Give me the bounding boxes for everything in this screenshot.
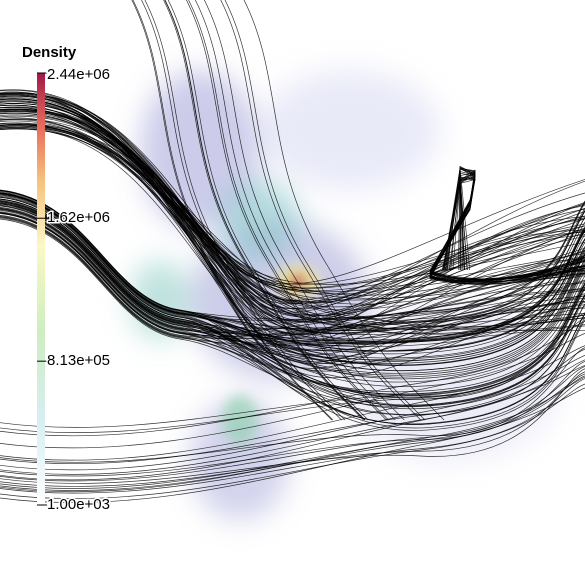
colorbar-tick-label: 1.62e+06 [47, 209, 110, 226]
colorbar-tick-label: 1.00e+03 [47, 496, 110, 513]
render-view: Density 2.44e+06 1.62e+06 8.13e+05 1.00e+03 [0, 0, 585, 568]
page: {"colorbar": {"title": "Density", "ticks… [0, 0, 585, 568]
colorbar-gradient [37, 73, 45, 505]
colorbar-tick-label: 2.44e+06 [47, 66, 110, 83]
colorbar-title: Density [22, 44, 77, 61]
colorbar-tick-label: 8.13e+05 [47, 352, 110, 369]
